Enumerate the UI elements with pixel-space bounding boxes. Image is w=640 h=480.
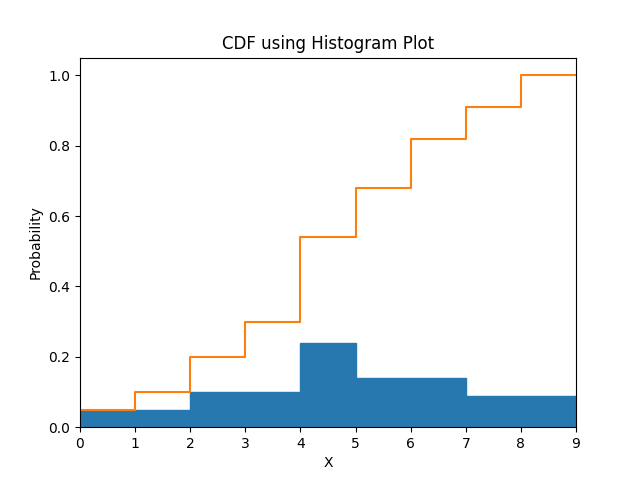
Title: CDF using Histogram Plot: CDF using Histogram Plot bbox=[222, 35, 434, 53]
Bar bbox=[190, 392, 245, 427]
Bar bbox=[411, 378, 466, 427]
Bar bbox=[245, 392, 300, 427]
Bar bbox=[356, 378, 411, 427]
X-axis label: X: X bbox=[323, 456, 333, 470]
Bar bbox=[521, 396, 576, 427]
Bar bbox=[300, 343, 356, 427]
Bar bbox=[80, 409, 135, 427]
Y-axis label: Probability: Probability bbox=[29, 205, 43, 279]
Bar bbox=[466, 396, 521, 427]
Bar bbox=[135, 409, 190, 427]
